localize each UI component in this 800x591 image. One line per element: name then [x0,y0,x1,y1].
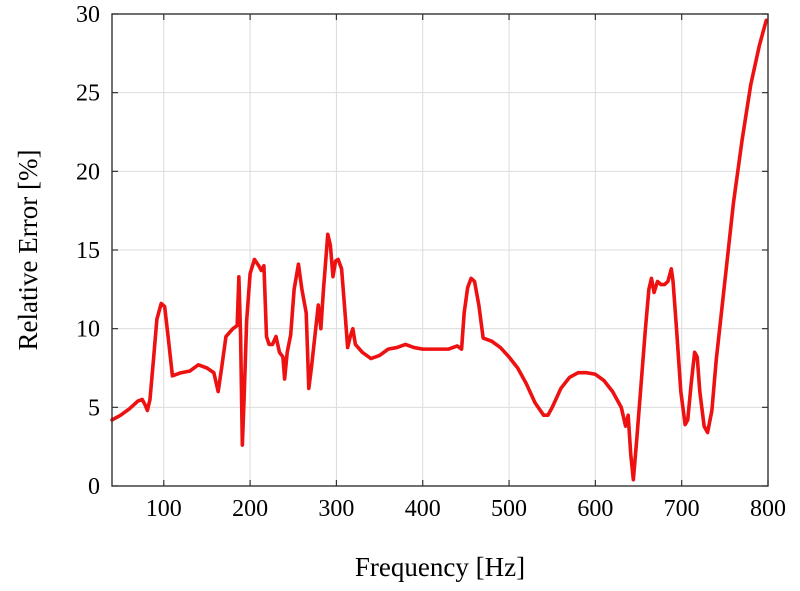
y-tick-label: 0 [88,474,100,500]
y-tick-label: 5 [88,395,100,421]
x-tick-label: 200 [232,496,268,522]
ticks: 100 200 300 400 500 600 700 800 0 5 10 15 20 25 30 [76,2,786,522]
y-tick-label: 15 [76,238,100,264]
x-tick-label: 600 [577,496,613,522]
y-tick-label: 20 [76,159,100,185]
series-line [110,18,769,482]
y-tick-label: 25 [76,81,100,107]
y-axis-label: Relative Error [%] [13,150,43,351]
x-tick-label: 400 [405,496,441,522]
x-tick-label: 100 [146,496,182,522]
x-tick-label: 500 [491,496,527,522]
series-layer [110,18,769,482]
y-tick-label: 30 [76,2,100,28]
grid [112,13,769,487]
x-tick-label: 800 [750,496,786,522]
y-tick-label: 10 [76,317,100,343]
x-tick-label: 300 [318,496,354,522]
x-axis-label: Frequency [Hz] [355,552,525,582]
x-tick-label: 700 [664,496,700,522]
